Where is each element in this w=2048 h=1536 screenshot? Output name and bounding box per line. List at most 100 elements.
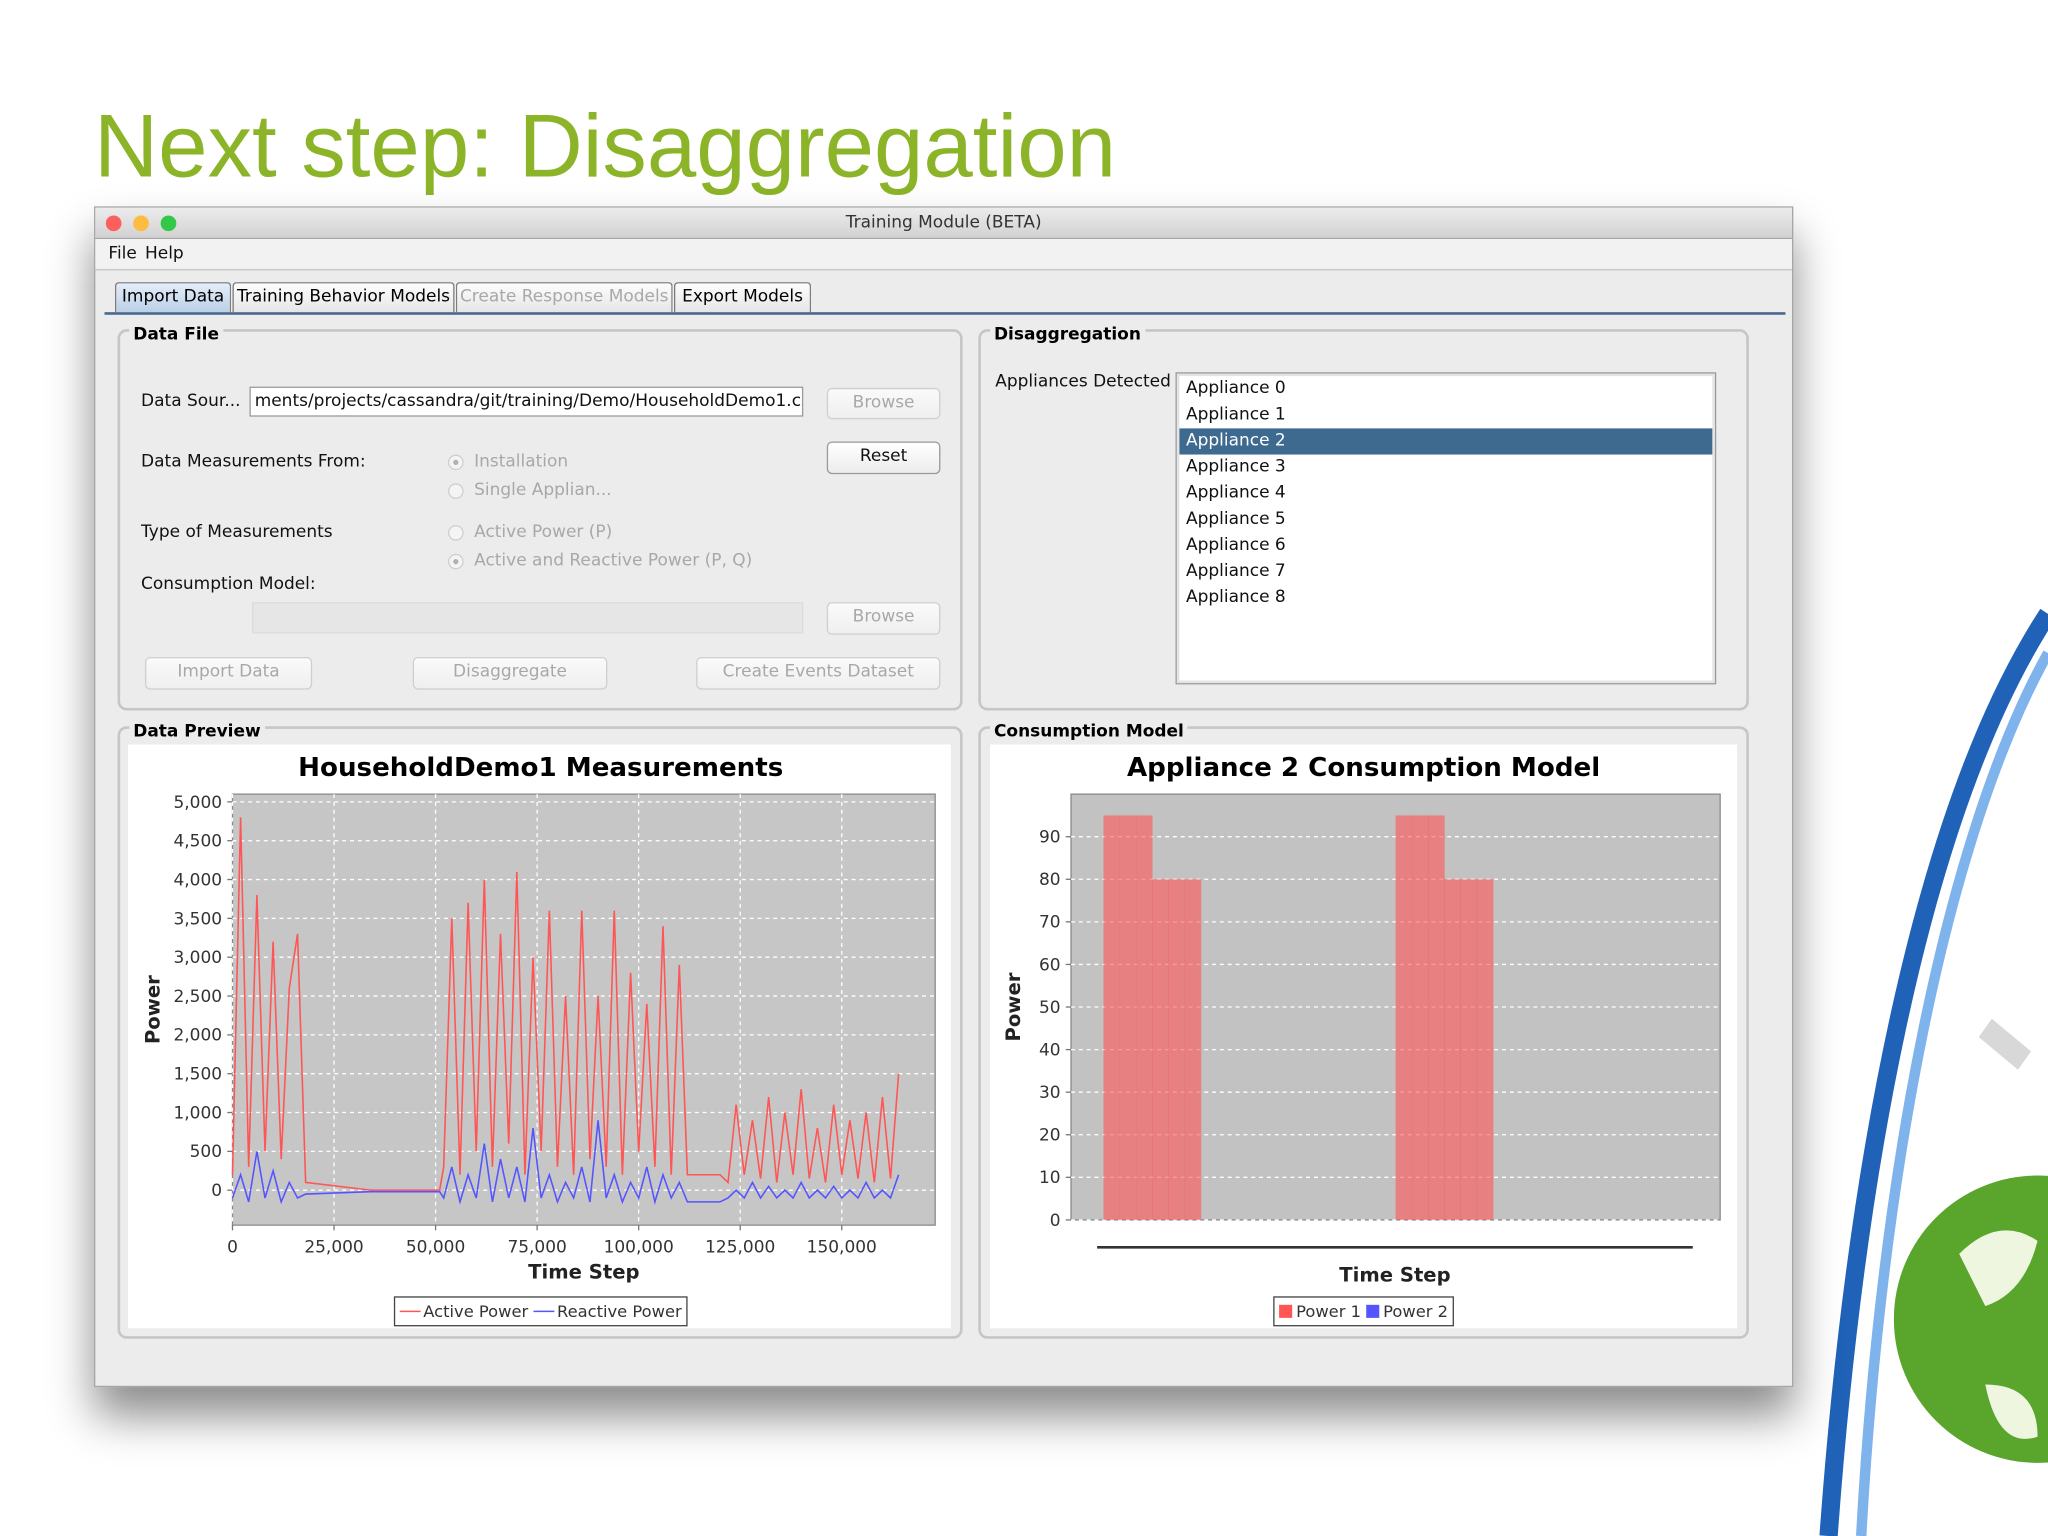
minimize-button[interactable]: [133, 215, 149, 232]
x-axis-label: Time Step: [1339, 1263, 1450, 1286]
y-tick-label: 90: [1039, 828, 1061, 848]
radio-button[interactable]: [447, 525, 464, 541]
type-label: Type of Measurements: [141, 522, 333, 543]
x-tick-label: 0: [227, 1238, 238, 1258]
y-axis-label: Power: [141, 975, 164, 1044]
close-button[interactable]: [105, 215, 122, 232]
legend-label: Active Power: [423, 1302, 528, 1321]
menu-item[interactable]: Help: [144, 244, 184, 264]
browse-button[interactable]: Browse: [826, 602, 941, 635]
chart: HouseholdDemo1 Measurements 0 500 1,000 1,50…: [127, 744, 951, 1329]
appliance-list: [1175, 372, 1717, 685]
bar: [1444, 879, 1461, 1220]
list-item[interactable]: Appliance 1: [1185, 404, 1286, 425]
bar: [1395, 815, 1413, 1220]
legend-label: Power 2: [1383, 1302, 1448, 1321]
x-axis-label: Time Step: [528, 1261, 639, 1284]
title-bar: [95, 207, 1792, 240]
source-field[interactable]: ments/projects/cassandra/git/training/De…: [249, 386, 804, 417]
reset-button[interactable]: Reset: [826, 441, 941, 475]
y-tick-label: 2,000: [173, 1026, 222, 1046]
y-tick-label: 0: [1050, 1211, 1061, 1231]
tab[interactable]: Import Data: [114, 282, 232, 313]
measurements-from-label: Data Measurements From:: [141, 451, 366, 472]
x-tick-label: 25,000: [304, 1238, 363, 1258]
bar: [1476, 879, 1494, 1220]
radio-label: Installation: [474, 451, 569, 472]
radio-button[interactable]: [447, 483, 464, 499]
y-tick-label: 40: [1039, 1040, 1061, 1060]
x-tick-label: 125,000: [705, 1238, 775, 1258]
action-button[interactable]: Disaggregate: [412, 656, 608, 690]
chart: Appliance 2 Consumption Model 0 10 20 30 40 50…: [990, 744, 1738, 1329]
bar: [1411, 815, 1429, 1220]
appliances-label: Appliances Detected: [995, 372, 1171, 392]
action-button[interactable]: Create Events Dataset: [696, 656, 941, 690]
tab[interactable]: Training Behavior Models: [232, 282, 455, 313]
legend-swatch: [1279, 1304, 1293, 1318]
list-item[interactable]: Appliance 4: [1185, 483, 1286, 503]
y-axis-label: Power: [1002, 972, 1025, 1041]
bar: [1460, 879, 1478, 1220]
list-item[interactable]: Appliance 5: [1185, 509, 1286, 529]
list-item[interactable]: Appliance 8: [1185, 587, 1286, 608]
y-tick-label: 5,000: [173, 793, 222, 813]
x-tick-label: 50,000: [406, 1238, 465, 1258]
browse-button[interactable]: Browse: [826, 387, 941, 420]
y-tick-label: 4,500: [173, 832, 222, 852]
list-item[interactable]: Appliance 6: [1185, 535, 1286, 556]
legend: Active Power Reactive Power: [393, 1296, 688, 1327]
decoration-arc: [1819, 608, 2048, 1536]
decoration-globe-land: [1959, 1230, 2038, 1439]
disaggregation-panel: [978, 329, 1749, 711]
action-button[interactable]: Import Data: [144, 656, 313, 690]
data-preview-panel: [117, 726, 963, 1339]
tab[interactable]: Export Models: [673, 282, 812, 313]
consumption-model-label: Consumption Model:: [141, 574, 316, 595]
consumption-model-panel: [978, 726, 1749, 1339]
radio-button[interactable]: [447, 454, 464, 471]
radio-label: Active and Reactive Power (P, Q): [474, 551, 753, 571]
bar: [1103, 815, 1121, 1220]
list-item[interactable]: Appliance 7: [1185, 561, 1286, 582]
source-label: Data Sour...: [141, 391, 241, 412]
bar: [1152, 879, 1169, 1220]
list-item[interactable]: Appliance 2: [1179, 428, 1713, 455]
y-tick-label: 1,500: [173, 1065, 222, 1085]
chart-title: HouseholdDemo1 Measurements: [298, 753, 783, 783]
y-tick-label: 0: [211, 1181, 222, 1201]
y-tick-label: 2,500: [173, 987, 222, 1007]
decoration-plug: [1978, 1018, 2032, 1070]
menu-item[interactable]: File: [108, 244, 137, 264]
radio-button[interactable]: [447, 553, 464, 570]
y-tick-label: 3,000: [173, 948, 222, 968]
model-field[interactable]: [252, 602, 804, 634]
y-tick-label: 3,500: [173, 909, 222, 929]
bar: [1184, 879, 1202, 1220]
tab[interactable]: Create Response Models: [455, 282, 673, 313]
y-tick-label: 70: [1039, 913, 1061, 933]
panel-label: Consumption Model: [990, 722, 1188, 744]
x-tick-label: 150,000: [807, 1238, 877, 1258]
panel-label: Disaggregation: [990, 325, 1145, 347]
y-tick-label: 30: [1039, 1083, 1061, 1103]
data-line: [231, 1120, 900, 1205]
list-item[interactable]: Appliance 0: [1185, 378, 1286, 399]
tab-underline: [104, 312, 1786, 315]
zoom-button[interactable]: [160, 215, 177, 232]
x-tick-label: 75,000: [507, 1238, 566, 1258]
radio-label: Single Applian...: [474, 480, 612, 501]
data-file-panel: [117, 329, 963, 711]
list-item[interactable]: Appliance 3: [1185, 457, 1286, 477]
y-tick-label: 10: [1039, 1168, 1061, 1188]
y-tick-label: 80: [1039, 870, 1061, 890]
chart-title: Appliance 2 Consumption Model: [1127, 753, 1600, 783]
radio-label: Active Power (P): [474, 522, 613, 543]
panel-label: Data File: [129, 325, 223, 347]
y-tick-label: 500: [190, 1142, 222, 1162]
slide-title: Next step: Disaggregation: [94, 96, 1116, 196]
legend-label: Power 1: [1296, 1302, 1361, 1321]
